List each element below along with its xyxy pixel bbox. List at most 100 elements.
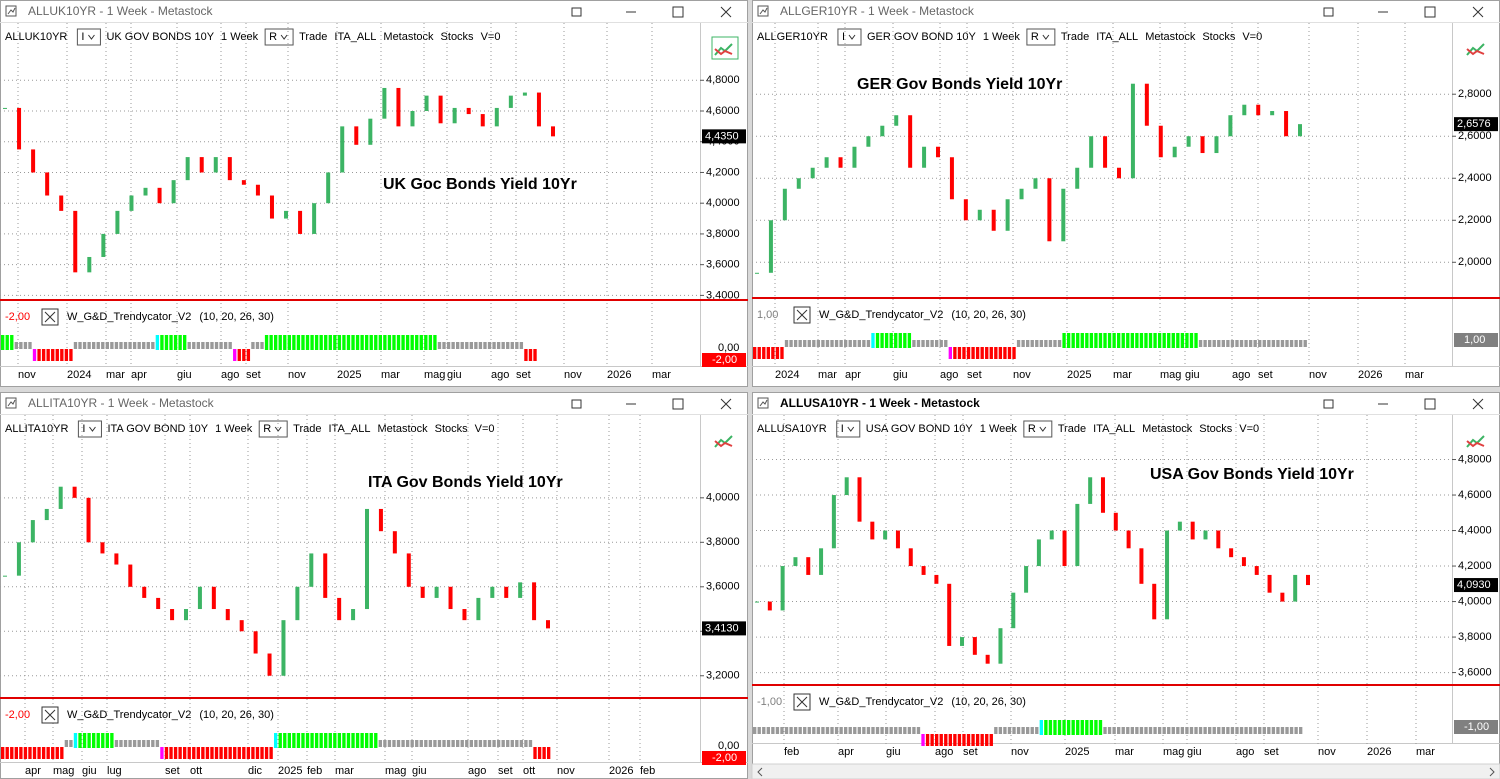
indicator-bar xyxy=(360,335,364,350)
indicator-bar xyxy=(1244,727,1248,734)
indicator-bar xyxy=(1044,340,1048,347)
candle xyxy=(768,220,773,273)
close-button[interactable] xyxy=(1472,6,1484,18)
close-button[interactable] xyxy=(720,398,732,410)
indicator-bar xyxy=(442,740,446,747)
dropdown-box[interactable] xyxy=(1023,420,1053,438)
candle xyxy=(351,609,356,621)
indicator-bar xyxy=(871,727,875,734)
dropdown-box[interactable] xyxy=(258,420,288,438)
indicator-bar xyxy=(41,349,46,361)
toolbar-dropdown[interactable]: R xyxy=(269,31,277,43)
toolbar-dropdown[interactable]: I xyxy=(841,423,844,435)
x-tick-label: mag xyxy=(424,369,445,381)
indicator-bar xyxy=(496,740,501,747)
dropdown-box[interactable] xyxy=(1026,28,1056,46)
toolbar-item: 1 Week xyxy=(221,31,259,43)
x-tick-label: set xyxy=(165,765,180,777)
indicator-bar xyxy=(178,335,182,350)
candle xyxy=(1190,521,1195,540)
candle xyxy=(239,620,244,632)
x-tick-label: giu xyxy=(447,369,462,381)
maximize-button[interactable] xyxy=(672,398,684,410)
indicator-bar xyxy=(424,335,428,350)
scroll-right[interactable] xyxy=(1489,767,1495,777)
indicator-bar xyxy=(780,347,784,359)
indicator-bar xyxy=(803,340,807,347)
indicator-bar xyxy=(101,342,105,349)
candle xyxy=(59,195,64,211)
toolbar-dropdown[interactable]: I xyxy=(82,423,85,435)
y-tick-label: 2,0000 xyxy=(1458,256,1492,268)
indicator-bar xyxy=(492,342,496,349)
candle xyxy=(1130,83,1135,179)
indicator-bar xyxy=(460,342,464,349)
scrollbar[interactable] xyxy=(751,763,1500,779)
indicator-bar xyxy=(807,727,811,734)
dropdown-box[interactable] xyxy=(836,420,861,438)
dropdown-box[interactable] xyxy=(264,28,294,46)
toolbar-dropdown[interactable]: R xyxy=(1031,31,1039,43)
indicator-segment xyxy=(164,747,273,759)
toolbar-item[interactable]: ALLITA10YR xyxy=(5,423,68,435)
indicator-bar xyxy=(916,727,921,734)
indicator-bar xyxy=(64,740,69,747)
candle xyxy=(1103,136,1108,168)
indicator-bar xyxy=(260,747,264,759)
dropdown-box[interactable] xyxy=(76,28,101,46)
maximize-button[interactable] xyxy=(1424,398,1436,410)
candle xyxy=(1088,477,1093,504)
indicator-bar xyxy=(333,335,337,350)
indicator-bar xyxy=(164,335,169,350)
indicator-bar xyxy=(319,335,323,350)
toolbar-item[interactable]: ALLUK10YR xyxy=(5,31,67,43)
indicator-bar xyxy=(501,342,505,349)
indicator-bar xyxy=(383,740,387,747)
maximize-button[interactable] xyxy=(672,6,684,18)
indicator-segment xyxy=(160,335,187,350)
indicator-bar xyxy=(314,733,319,748)
popout-button[interactable] xyxy=(571,7,582,17)
close-button[interactable] xyxy=(1472,398,1484,410)
popout-button[interactable] xyxy=(1323,7,1334,17)
indicator-bar xyxy=(1221,727,1225,734)
indicator-bar xyxy=(789,727,793,734)
candle xyxy=(947,583,952,646)
toolbar-dropdown[interactable]: I xyxy=(842,31,845,43)
toolbar-dropdown[interactable]: R xyxy=(1028,423,1036,435)
indicator-bar xyxy=(784,727,789,734)
indicator-bar xyxy=(524,349,528,361)
scroll-left[interactable] xyxy=(757,767,763,777)
indicator-bar xyxy=(1239,727,1244,734)
close-button[interactable] xyxy=(720,6,732,18)
indicator-bar xyxy=(201,747,205,759)
indicator-segment xyxy=(994,727,1039,734)
candle xyxy=(1241,557,1246,567)
toolbar-dropdown[interactable]: I xyxy=(81,31,84,43)
indicator-bar xyxy=(980,734,984,746)
indicator-bar xyxy=(460,740,464,747)
maximize-button[interactable] xyxy=(1424,6,1436,18)
indicator-bar xyxy=(1080,720,1084,735)
x-tick-label: mar xyxy=(652,369,671,381)
dropdown-box[interactable] xyxy=(837,28,862,46)
popout-button[interactable] xyxy=(571,399,582,409)
toolbar-dropdown[interactable]: R xyxy=(263,423,271,435)
candle xyxy=(1270,111,1275,116)
dropdown-box[interactable] xyxy=(77,420,102,438)
indicator-name: W_G&D_Trendycator_V2 xyxy=(819,309,943,321)
indicator-bar xyxy=(337,733,342,748)
indicator-bar xyxy=(251,342,255,349)
indicator-bar xyxy=(957,347,962,359)
candle xyxy=(844,477,849,496)
indicator-bar xyxy=(1248,340,1253,347)
toolbar-item[interactable]: ALLGER10YR xyxy=(757,31,828,43)
indicator-bar xyxy=(155,335,160,350)
indicator-segment xyxy=(14,342,32,349)
indicator-bar xyxy=(1135,333,1139,348)
indicator-segment xyxy=(233,349,237,361)
indicator-segment xyxy=(912,340,948,347)
popout-button[interactable] xyxy=(1323,399,1334,409)
indicator-bar xyxy=(96,342,100,349)
toolbar-item[interactable]: ALLUSA10YR xyxy=(757,423,827,435)
